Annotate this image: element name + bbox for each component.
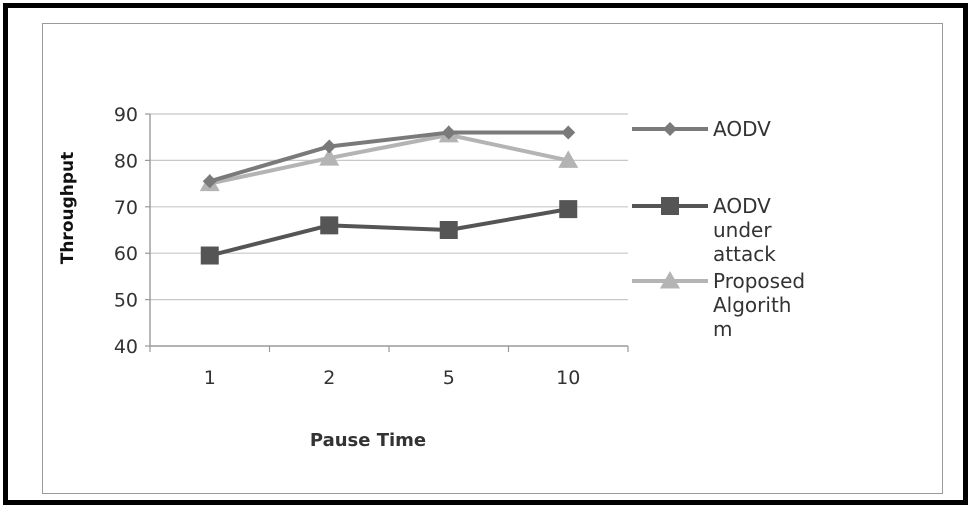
legend-label: AODV bbox=[713, 194, 771, 218]
series-line bbox=[209, 130, 569, 184]
legend-label: attack bbox=[713, 242, 776, 266]
series-line bbox=[209, 132, 569, 186]
figure-frame bbox=[3, 3, 968, 505]
y-tick-label: 60 bbox=[114, 243, 138, 265]
data-point bbox=[561, 125, 576, 140]
x-tick-label: 1 bbox=[204, 367, 216, 389]
legend-marker bbox=[663, 122, 677, 136]
y-tick-label: 90 bbox=[114, 104, 138, 126]
legend-entry: AODV bbox=[632, 117, 771, 141]
data-point bbox=[558, 150, 579, 168]
gridlines bbox=[150, 113, 628, 301]
series-group bbox=[199, 124, 579, 265]
data-point bbox=[320, 216, 339, 235]
x-tick-label: 10 bbox=[556, 367, 580, 389]
x-tick-label: 2 bbox=[323, 367, 335, 389]
data-point bbox=[319, 148, 340, 166]
data-point bbox=[559, 200, 578, 219]
data-point bbox=[322, 139, 337, 154]
y-tick-label: 70 bbox=[114, 197, 138, 219]
legend-label: AODV bbox=[713, 117, 771, 141]
y-tick-label: 80 bbox=[114, 150, 138, 172]
data-point bbox=[441, 125, 456, 140]
legend-marker bbox=[661, 197, 679, 215]
data-point bbox=[202, 174, 217, 189]
legend-label: Algorith bbox=[713, 293, 791, 317]
y-axis-title: Throughput bbox=[58, 152, 78, 265]
data-point bbox=[439, 221, 458, 239]
legend-label: Proposed bbox=[713, 269, 805, 293]
x-tick-label: 5 bbox=[443, 367, 455, 389]
legend-label: m bbox=[713, 317, 732, 341]
y-tick-label: 40 bbox=[114, 336, 138, 358]
data-point bbox=[200, 246, 219, 265]
series-aodv bbox=[202, 125, 576, 189]
legend-label: under bbox=[713, 218, 772, 242]
axes: 40 50 60 70 80 90 1 2 5 10 bbox=[114, 104, 629, 389]
chart-area-border bbox=[42, 23, 943, 494]
x-axis-title: Pause Time bbox=[310, 430, 426, 451]
legend-marker bbox=[660, 271, 680, 289]
series-line bbox=[209, 207, 569, 258]
series-proposed-algorithm bbox=[199, 124, 579, 192]
y-tick-label: 50 bbox=[114, 290, 138, 312]
series-aodv-under-attack bbox=[200, 200, 578, 265]
